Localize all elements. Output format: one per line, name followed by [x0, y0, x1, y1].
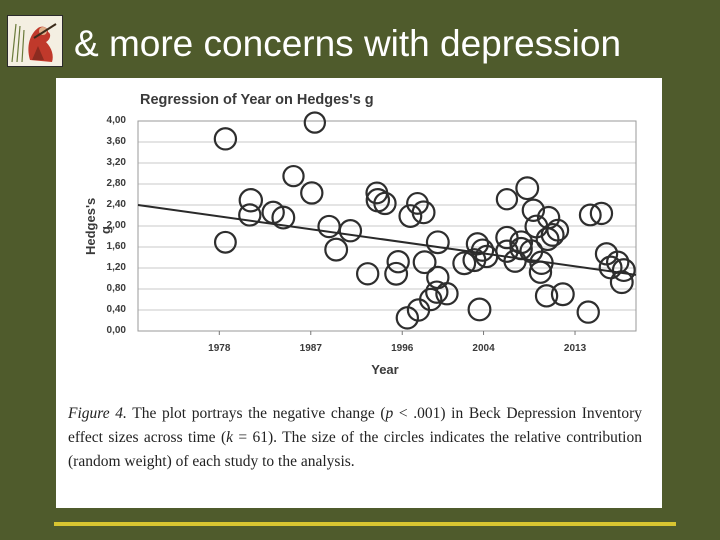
data-point [238, 203, 262, 227]
logo-image [7, 15, 63, 67]
data-point [303, 111, 327, 134]
data-point [419, 287, 443, 312]
y-tick-label: 4,00 [106, 115, 126, 126]
y-tick-label: 2,40 [106, 199, 126, 210]
data-point [609, 270, 634, 295]
data-point [435, 282, 459, 306]
data-point [213, 230, 237, 254]
data-point [425, 280, 449, 304]
data-point [338, 219, 363, 243]
data-point [576, 300, 600, 324]
y-tick-label: 0,80 [106, 283, 126, 294]
y-tick-label: 3,20 [106, 157, 126, 168]
plot-frame [137, 120, 637, 332]
data-point [521, 198, 546, 222]
data-point [412, 250, 437, 275]
data-point [515, 176, 540, 201]
data-point [384, 261, 409, 286]
data-point [452, 251, 477, 276]
x-axis-label: Year [371, 362, 399, 377]
data-point [467, 297, 492, 322]
data-point [271, 205, 296, 230]
x-tick-label: 2004 [472, 343, 495, 354]
data-point [465, 232, 490, 256]
data-point [213, 127, 238, 151]
figure-label: Figure 4. [68, 405, 127, 422]
x-tick-label: 2013 [563, 343, 587, 354]
regression-line [137, 204, 637, 276]
figure-panel [56, 78, 662, 508]
y-tick-label: 1,20 [106, 262, 126, 273]
caption-text-2: < .001) in Beck Depression Inventory eff… [68, 405, 642, 446]
y-tick-label: 1,60 [106, 241, 126, 252]
data-point [398, 204, 423, 228]
y-tick-label: 2,80 [106, 178, 126, 189]
data-point [470, 238, 495, 262]
data-point [550, 282, 575, 307]
figure-caption: Figure 4. The plot portrays the negative… [68, 402, 642, 474]
slide-title: & more concerns with depression [74, 23, 622, 64]
data-point [300, 181, 324, 205]
chart-title: Regression of Year on Hedges's g [140, 92, 374, 108]
data-point [282, 164, 305, 188]
data-point [578, 203, 602, 227]
data-point [534, 284, 559, 308]
y-tick-label: 0,40 [106, 304, 126, 315]
y-tick-label: 3,60 [106, 136, 126, 147]
data-point [495, 188, 519, 211]
data-point [386, 250, 410, 274]
p-symbol: p [385, 405, 394, 422]
data-point [406, 191, 429, 215]
caption-text-3: = 61). The size of the circles indicates… [68, 429, 642, 470]
x-tick-label: 1996 [391, 343, 414, 354]
k-symbol: k [226, 429, 233, 446]
data-point [540, 222, 565, 247]
x-tick-label: 1987 [299, 343, 322, 354]
data-point [317, 214, 341, 239]
data-point [373, 191, 397, 216]
accent-line [54, 522, 676, 526]
data-point [425, 230, 450, 255]
data-point [324, 237, 349, 262]
caption-text-1: The plot portrays the negative change ( [132, 405, 386, 422]
y-tick-label: 2,00 [106, 220, 126, 231]
data-point [611, 258, 636, 283]
data-point [589, 201, 614, 226]
data-point [238, 188, 264, 213]
data-point [355, 262, 380, 286]
x-tick-label: 1978 [208, 343, 231, 354]
y-tick-label: 0,00 [106, 325, 126, 336]
data-point [546, 218, 570, 242]
